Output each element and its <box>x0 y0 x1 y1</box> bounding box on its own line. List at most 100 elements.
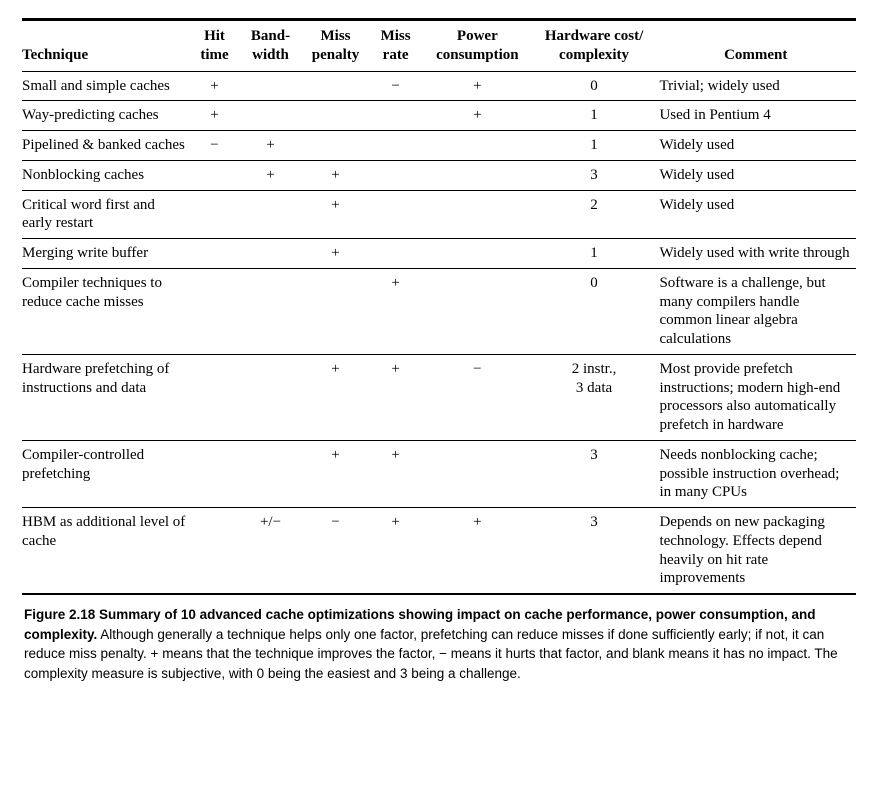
cell-technique: Compiler techniques to reduce cache miss… <box>22 268 190 354</box>
cell-power <box>422 440 533 507</box>
cell-hit_time <box>190 508 239 595</box>
table-row: HBM as additional level of cache +/−−++3D… <box>22 508 856 595</box>
cell-comment: Widely used <box>655 190 856 239</box>
cell-power <box>422 160 533 190</box>
cell-miss_pen: + <box>302 239 369 269</box>
cell-miss_pen <box>302 268 369 354</box>
cell-technique: Critical word first and early restart <box>22 190 190 239</box>
col-header-technique: Technique <box>22 20 190 72</box>
cell-comment: Widely used with write through <box>655 239 856 269</box>
cell-power <box>422 131 533 161</box>
cell-hw_cost: 1 <box>533 239 656 269</box>
table-row: Hardware prefetching of instructions and… <box>22 354 856 440</box>
cell-miss_rate: + <box>369 354 422 440</box>
cell-hw_cost: 0 <box>533 71 656 101</box>
cell-miss_pen: + <box>302 160 369 190</box>
cell-miss_pen: + <box>302 440 369 507</box>
cell-power: + <box>422 101 533 131</box>
cell-miss_rate: + <box>369 508 422 595</box>
cell-technique: Pipelined & banked caches <box>22 131 190 161</box>
cell-miss_pen <box>302 131 369 161</box>
table-row: Compiler techniques to reduce cache miss… <box>22 268 856 354</box>
figure-caption: Figure 2.18 Summary of 10 advanced cache… <box>22 605 856 683</box>
cell-hit_time <box>190 160 239 190</box>
cell-hw_cost: 1 <box>533 131 656 161</box>
cell-miss_rate: + <box>369 440 422 507</box>
cell-bandwidth <box>239 190 302 239</box>
cell-miss_rate: + <box>369 268 422 354</box>
cell-miss_rate <box>369 190 422 239</box>
cell-hw_cost: 2 <box>533 190 656 239</box>
cell-power: − <box>422 354 533 440</box>
caption-body: Although generally a technique helps onl… <box>24 627 838 681</box>
caption-label: Figure 2.18 <box>24 607 95 622</box>
cell-comment: Needs nonblocking cache; possible instru… <box>655 440 856 507</box>
table-row: Merging write buffer+1Widely used with w… <box>22 239 856 269</box>
cell-hw_cost: 2 instr.,3 data <box>533 354 656 440</box>
cell-power: + <box>422 71 533 101</box>
col-header-bandwidth: Band-width <box>239 20 302 72</box>
col-header-miss_pen: Misspenalty <box>302 20 369 72</box>
cell-technique: Compiler-controlled prefetching <box>22 440 190 507</box>
cell-comment: Depends on new packaging technology. Eff… <box>655 508 856 595</box>
cell-bandwidth: + <box>239 160 302 190</box>
cell-power <box>422 268 533 354</box>
cell-bandwidth <box>239 440 302 507</box>
cell-hit_time <box>190 239 239 269</box>
cell-bandwidth <box>239 101 302 131</box>
cell-miss_rate: − <box>369 71 422 101</box>
cell-comment: Used in Pentium 4 <box>655 101 856 131</box>
cell-hit_time: + <box>190 101 239 131</box>
cell-hw_cost: 0 <box>533 268 656 354</box>
cell-miss_pen <box>302 101 369 131</box>
cell-miss_pen: − <box>302 508 369 595</box>
cell-hit_time: − <box>190 131 239 161</box>
header-row: TechniqueHittimeBand-widthMisspenaltyMis… <box>22 20 856 72</box>
cell-bandwidth: +/− <box>239 508 302 595</box>
cell-hw_cost: 3 <box>533 440 656 507</box>
table-row: Compiler-controlled prefetching ++3Needs … <box>22 440 856 507</box>
col-header-comment: Comment <box>655 20 856 72</box>
cell-miss_rate <box>369 239 422 269</box>
cell-bandwidth <box>239 268 302 354</box>
cell-miss_rate <box>369 131 422 161</box>
table-row: Pipelined & banked caches−+1Widely used <box>22 131 856 161</box>
cell-miss_rate <box>369 160 422 190</box>
table-body: Small and simple caches+−+0Trivial; wide… <box>22 71 856 594</box>
table-row: Way-predicting caches++1Used in Pentium … <box>22 101 856 131</box>
cell-hit_time <box>190 440 239 507</box>
cell-hit_time <box>190 190 239 239</box>
table-row: Small and simple caches+−+0Trivial; wide… <box>22 71 856 101</box>
cell-power <box>422 239 533 269</box>
cell-technique: Nonblocking caches <box>22 160 190 190</box>
cell-hw_cost: 3 <box>533 160 656 190</box>
cell-miss_pen: + <box>302 190 369 239</box>
cell-bandwidth <box>239 239 302 269</box>
cell-technique: Way-predicting caches <box>22 101 190 131</box>
col-header-power: Powerconsumption <box>422 20 533 72</box>
cell-technique: HBM as additional level of cache <box>22 508 190 595</box>
cell-comment: Software is a challenge, but many compil… <box>655 268 856 354</box>
cell-comment: Widely used <box>655 160 856 190</box>
cell-bandwidth: + <box>239 131 302 161</box>
cell-hw_cost: 1 <box>533 101 656 131</box>
col-header-hw_cost: Hardware cost/complexity <box>533 20 656 72</box>
cell-bandwidth <box>239 354 302 440</box>
cell-comment: Most provide prefetch instructions; mode… <box>655 354 856 440</box>
cell-bandwidth <box>239 71 302 101</box>
cell-miss_pen <box>302 71 369 101</box>
cell-hw_cost: 3 <box>533 508 656 595</box>
cell-hit_time: + <box>190 71 239 101</box>
table-row: Critical word first and early restart +2W… <box>22 190 856 239</box>
cell-technique: Small and simple caches <box>22 71 190 101</box>
cell-hit_time <box>190 354 239 440</box>
cell-miss_pen: + <box>302 354 369 440</box>
cell-comment: Trivial; widely used <box>655 71 856 101</box>
table-header: TechniqueHittimeBand-widthMisspenaltyMis… <box>22 20 856 72</box>
table-row: Nonblocking caches ++3Widely used <box>22 160 856 190</box>
cell-comment: Widely used <box>655 131 856 161</box>
cell-power <box>422 190 533 239</box>
cell-power: + <box>422 508 533 595</box>
col-header-miss_rate: Missrate <box>369 20 422 72</box>
cache-optimizations-table: TechniqueHittimeBand-widthMisspenaltyMis… <box>22 18 856 595</box>
